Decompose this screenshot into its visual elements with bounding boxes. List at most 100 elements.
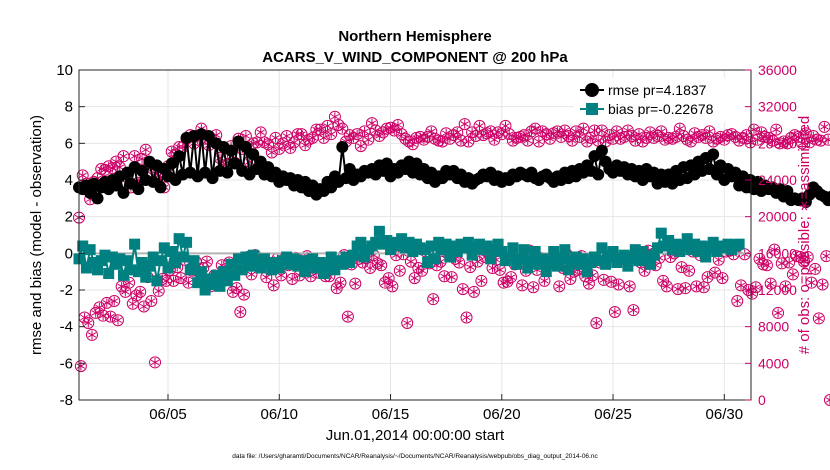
rmse-point <box>592 168 605 181</box>
obs-possible-marker <box>716 272 729 285</box>
obs-assimilated-marker <box>625 281 634 291</box>
obs-possible-marker <box>816 278 829 291</box>
bias-point <box>640 253 652 265</box>
obs-assimilated-marker <box>410 273 419 283</box>
obs-possible-marker <box>82 317 95 329</box>
obs-assimilated-marker <box>121 287 130 297</box>
bias-point <box>247 249 259 261</box>
obs-possible-marker <box>126 297 139 310</box>
obs-possible-marker <box>174 272 187 285</box>
obs-assimilated-marker <box>768 136 777 146</box>
bias-point <box>359 251 371 263</box>
bias-point <box>648 249 660 261</box>
obs-assimilated-marker <box>523 136 532 146</box>
bias-point <box>181 236 193 248</box>
obs-possible-marker <box>744 136 757 149</box>
bias-point <box>88 257 100 268</box>
bias-point <box>325 251 337 263</box>
bias-point <box>347 249 359 261</box>
obs-possible-marker <box>265 146 278 159</box>
obs-possible-marker <box>349 277 362 290</box>
obs-possible-marker <box>553 280 566 293</box>
bias-point <box>433 236 445 248</box>
obs-assimilated-marker <box>239 290 249 300</box>
rmse-point <box>707 148 720 161</box>
obs-possible-marker <box>794 251 807 263</box>
obs-possible-marker <box>760 259 773 272</box>
obs-assimilated-marker <box>705 126 714 136</box>
obs-possible-marker <box>334 276 347 289</box>
obs-possible-marker <box>74 360 87 373</box>
obs-assimilated-marker <box>364 135 373 145</box>
obs-possible-marker <box>393 264 406 277</box>
bias-point <box>370 236 382 248</box>
obs-assimilated-marker <box>820 122 829 132</box>
obs-assimilated-marker <box>825 395 830 405</box>
bias-point <box>177 251 189 263</box>
x-tick-label: 06/05 <box>149 406 187 423</box>
obs-assimilated-marker <box>136 287 145 297</box>
bias-point <box>503 251 515 263</box>
obs-assimilated-marker <box>438 137 447 146</box>
bias-point <box>114 253 126 265</box>
obs-assimilated-marker <box>84 318 93 328</box>
obs-assimilated-marker <box>462 313 471 322</box>
obs-assimilated-marker <box>414 263 423 273</box>
obs-assimilated-marker <box>263 139 273 149</box>
bias-point <box>166 246 178 257</box>
obs-possible-marker <box>149 356 162 369</box>
obs-assimilated-marker <box>327 129 336 139</box>
bias-point <box>118 269 130 281</box>
bias-point <box>540 266 552 278</box>
obs-possible-marker <box>451 126 464 139</box>
bias-point <box>184 264 196 276</box>
bias-point <box>522 262 534 274</box>
obs-assimilated-marker <box>529 282 538 292</box>
obs-possible-marker <box>351 128 364 141</box>
bias-point <box>169 257 181 268</box>
bias-point <box>299 266 311 278</box>
bias-point <box>199 284 211 296</box>
obs-assimilated-marker <box>124 278 134 288</box>
bias-point <box>466 249 478 261</box>
obs-assimilated-marker <box>495 265 505 275</box>
bias-point <box>533 258 545 270</box>
x-tick-label: 06/20 <box>483 406 521 423</box>
bias-point <box>385 244 397 256</box>
bias-point <box>192 277 204 289</box>
y-tick-label: 10 <box>56 62 73 79</box>
obs-assimilated-marker <box>241 131 251 141</box>
obs-assimilated-marker <box>803 252 812 262</box>
obs-possible-marker <box>655 125 668 138</box>
obs-assimilated-marker <box>202 257 212 267</box>
bias-point <box>195 266 207 278</box>
bias-point <box>296 255 308 267</box>
bias-point <box>303 258 315 270</box>
obs-assimilated-marker <box>718 273 727 283</box>
data-file-footnote: data file: /Users/gharamti/Documents/NCA… <box>232 453 598 460</box>
x-tick-label: 06/30 <box>706 406 744 423</box>
obs-assimilated-marker <box>312 125 321 135</box>
obs-possible-marker <box>493 263 506 276</box>
bias-point <box>207 279 219 290</box>
y-tick-label: -6 <box>60 355 73 372</box>
rmse-point <box>110 179 123 192</box>
obs-possible-marker <box>317 131 330 144</box>
y-right-tick-label: 28000 <box>758 135 797 151</box>
bias-point <box>136 257 148 268</box>
bias-point <box>607 246 619 257</box>
bias-point <box>218 266 230 278</box>
obs-possible-marker <box>123 276 136 289</box>
obs-possible-marker <box>798 255 811 268</box>
obs-possible-marker <box>499 119 512 132</box>
obs-possible-marker <box>495 128 508 141</box>
bias-point <box>240 251 252 263</box>
obs-possible-marker <box>328 110 341 123</box>
bias-point <box>622 260 634 272</box>
obs-assimilated-marker <box>174 142 184 152</box>
bias-point <box>121 255 133 267</box>
bias-point <box>103 268 115 279</box>
obs-possible-marker <box>427 293 440 306</box>
obs-assimilated-marker <box>684 266 694 276</box>
bias-point <box>173 233 185 245</box>
